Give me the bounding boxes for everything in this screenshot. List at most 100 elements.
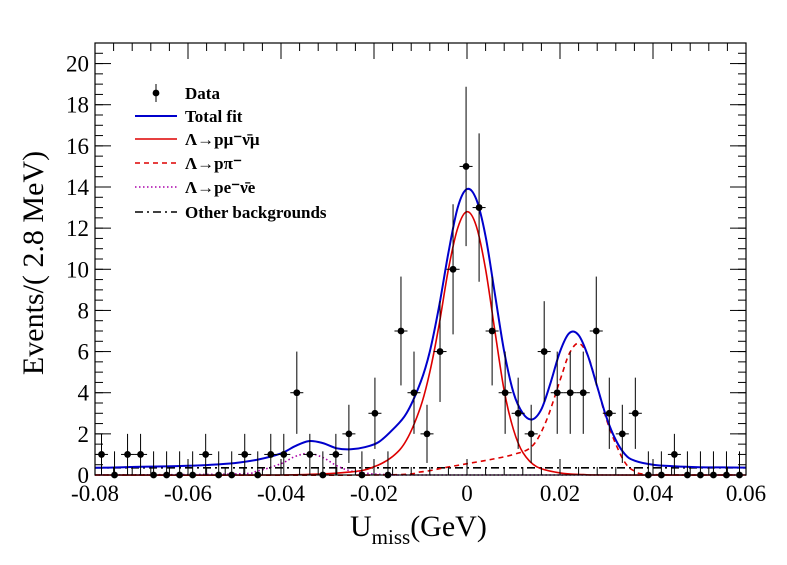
data-point <box>290 351 304 434</box>
y-tick-label: 4 <box>78 381 90 406</box>
legend-item-signal: Λ→pμ⁻ν̄μ <box>135 130 260 149</box>
data-marker <box>202 451 210 458</box>
data-point <box>602 377 616 449</box>
x-tick-label: 0.06 <box>726 481 766 506</box>
legend-item-pe: Λ→pe⁻ν̄e <box>135 178 256 197</box>
data-marker <box>579 389 587 397</box>
data-point <box>615 404 629 463</box>
data-point <box>472 133 486 282</box>
data-point <box>459 86 473 247</box>
data-marker <box>553 389 561 397</box>
data-marker <box>475 204 483 211</box>
data-point <box>368 377 382 449</box>
data-marker <box>436 348 444 355</box>
data-marker <box>423 430 431 438</box>
y-tick-label: 6 <box>78 340 90 365</box>
legend-label: Other backgrounds <box>185 203 327 222</box>
data-point <box>667 433 681 475</box>
data-point <box>537 301 551 402</box>
data-marker <box>566 389 574 397</box>
data-marker <box>618 430 626 438</box>
legend-item-total: Total fit <box>135 107 243 126</box>
data-point <box>485 276 499 386</box>
data-point <box>394 276 408 386</box>
data-point <box>498 351 512 434</box>
x-axis-title-main: U <box>350 510 372 543</box>
data-marker <box>306 451 314 458</box>
data-marker <box>449 265 457 273</box>
legend-item-data: Data <box>152 84 220 103</box>
legend-label: Total fit <box>185 107 243 126</box>
data-point <box>576 351 590 434</box>
data-point <box>329 433 343 475</box>
legend-label: Data <box>185 84 220 103</box>
axis-ticks <box>94 42 747 476</box>
y-tick-label: 0 <box>78 463 90 488</box>
legend-item-other: Other backgrounds <box>135 203 327 222</box>
data-marker <box>488 327 496 335</box>
pe-nu-curve <box>94 452 746 476</box>
data-point <box>134 433 148 475</box>
x-tick-label: -0.08 <box>71 481 119 506</box>
y-tick-label: 14 <box>66 175 90 200</box>
data-marker <box>267 451 275 458</box>
tick-labels: -0.08 -0.06 -0.04 -0.02 0 0.02 0.04 0.06 0 2 4 6 8 10… <box>66 52 766 506</box>
x-axis-title-subscript: miss <box>372 525 411 549</box>
data-points <box>95 86 746 479</box>
y-tick-label: 8 <box>78 298 90 323</box>
data-marker <box>631 409 639 417</box>
data-point <box>589 276 603 386</box>
legend-item-ppi: Λ→pπ⁻ <box>135 154 242 173</box>
y-tick-label: 2 <box>78 422 90 447</box>
data-marker <box>124 451 131 458</box>
data-point <box>446 204 460 335</box>
data-marker <box>527 430 535 438</box>
data-marker <box>371 409 379 417</box>
y-tick-label: 10 <box>66 257 89 282</box>
legend-label: Λ→pπ⁻ <box>185 154 242 173</box>
data-marker <box>137 451 144 458</box>
data-marker <box>605 409 613 417</box>
data-point <box>303 433 317 475</box>
legend-label: Λ→pe⁻ν̄e <box>185 178 256 197</box>
data-marker <box>397 327 405 335</box>
data-marker <box>592 327 600 335</box>
data-marker <box>345 430 353 438</box>
y-tick-label: 12 <box>66 216 89 241</box>
data-marker <box>670 451 678 458</box>
y-tick-label: 20 <box>66 52 89 77</box>
x-axis-title: Umiss(GeV) <box>350 510 487 549</box>
data-point <box>433 301 447 402</box>
data-marker <box>462 163 470 170</box>
legend-data-marker <box>152 89 160 97</box>
x-tick-label: 0.02 <box>540 481 580 506</box>
data-point <box>277 433 291 475</box>
legend-label: Λ→pμ⁻ν̄μ <box>185 130 260 149</box>
x-tick-label: 0.04 <box>633 481 674 506</box>
x-tick-label: -0.06 <box>164 481 212 506</box>
data-marker <box>280 451 288 458</box>
y-tick-label: 16 <box>66 134 89 159</box>
data-point <box>342 404 356 463</box>
data-point <box>524 404 538 463</box>
data-point <box>264 433 278 475</box>
data-marker <box>540 348 548 355</box>
data-point <box>420 404 434 463</box>
data-marker <box>293 389 301 397</box>
y-axis-title: Events/( 2.8 MeV) <box>17 151 50 375</box>
data-point <box>121 433 135 475</box>
legend: Data Total fit Λ→pμ⁻ν̄μ Λ→pπ⁻ Λ→pe⁻ν̄e Other … <box>135 84 327 222</box>
data-point <box>563 351 577 434</box>
data-point <box>238 433 252 475</box>
data-point <box>511 377 525 449</box>
x-tick-label: 0 <box>461 481 473 506</box>
data-marker <box>501 389 509 397</box>
data-marker <box>514 409 522 417</box>
data-point <box>407 351 421 434</box>
x-tick-label: -0.04 <box>257 481 305 506</box>
data-point <box>199 433 213 475</box>
y-tick-label: 18 <box>66 93 89 118</box>
data-point <box>550 351 564 434</box>
